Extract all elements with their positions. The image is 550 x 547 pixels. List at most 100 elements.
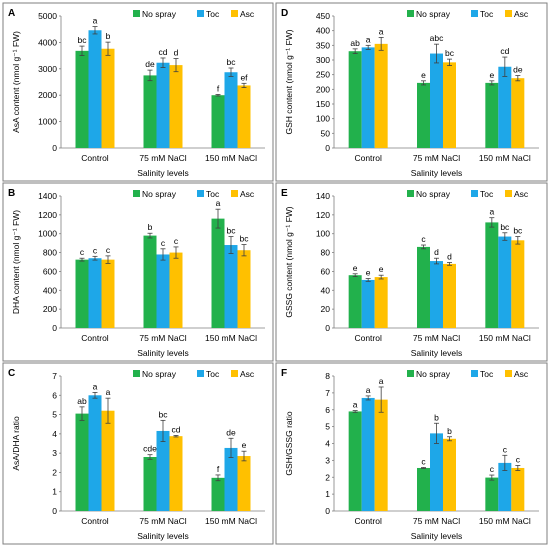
bar-toc (361, 279, 375, 328)
panel-letter: D (281, 8, 288, 19)
y-tick-label: 3 (52, 448, 57, 458)
y-tick-label: 800 (43, 248, 57, 258)
category-label: 150 mM NaCl (479, 333, 531, 343)
significance-label: cd (500, 46, 509, 56)
significance-label: c (174, 236, 179, 246)
significance-label: b (106, 31, 111, 41)
chart-panel-c: C 0 1 2 3 4 5 6 7 AsA/DHA ratio Salinity levels Con… (2, 362, 274, 545)
significance-label: ab (77, 396, 87, 406)
y-tick-label: 0 (52, 506, 57, 516)
y-tick-label: 0 (52, 143, 57, 153)
legend-swatch (231, 370, 238, 377)
bar-no-spray (143, 75, 157, 148)
y-tick-label: 400 (316, 26, 330, 36)
y-tick-label: 4000 (38, 37, 57, 47)
category-label: Control (354, 333, 382, 343)
bar-asc (101, 48, 115, 148)
bar-asc (443, 62, 456, 149)
bar-toc (361, 397, 375, 511)
bar-no-spray (211, 95, 225, 148)
panel-border (2, 182, 274, 362)
legend-swatch (471, 10, 478, 17)
significance-label: de (145, 59, 155, 69)
significance-label: cde (143, 444, 157, 454)
y-tick-label: 200 (316, 84, 330, 94)
bar-asc (169, 65, 183, 148)
legend: No spray Toc Asc (133, 189, 255, 199)
significance-label: bc (240, 234, 250, 244)
bar-no-spray (211, 477, 225, 511)
significance-label: f (217, 83, 220, 93)
significance-label: ef (240, 72, 248, 82)
y-tick-label: 6 (52, 390, 57, 400)
y-tick-label: 5 (52, 410, 57, 420)
bar-toc (224, 447, 238, 511)
bar-toc (430, 433, 443, 511)
bar-no-spray (348, 275, 362, 328)
y-tick-label: 3 (325, 455, 330, 465)
significance-label: bc (227, 57, 237, 67)
bar-no-spray (75, 413, 89, 511)
chart-panel-d: D 0 50 100 150 200 250 300 350 400 450 GSH content … (275, 2, 548, 182)
legend-label: Toc (206, 189, 220, 199)
x-axis-title: Salinity levels (137, 168, 189, 178)
significance-label: c (80, 247, 85, 257)
significance-label: a (489, 207, 494, 217)
significance-label: a (379, 26, 384, 36)
y-tick-label: 1000 (38, 229, 57, 239)
legend-swatch (505, 10, 512, 17)
bar-no-spray (417, 246, 430, 328)
legend-swatch (133, 10, 140, 17)
y-axis-title: DHA content (nmol g⁻¹ FW) (11, 210, 21, 314)
bar-toc (224, 72, 238, 148)
x-axis-title: Salinity levels (137, 531, 189, 541)
bar-asc (237, 456, 251, 511)
legend-label: Asc (240, 189, 255, 199)
y-tick-label: 1400 (38, 191, 57, 201)
significance-label: a (353, 400, 358, 410)
category-label: 150 mM NaCl (205, 333, 257, 343)
y-tick-label: 2 (52, 467, 57, 477)
y-tick-label: 1200 (38, 210, 57, 220)
chart-panel-b: B 0 200 400 600 800 1000 1200 1400 DHA content (n… (2, 182, 274, 362)
x-axis-title: Salinity levels (411, 168, 463, 178)
category-label: 75 mM NaCl (413, 333, 460, 343)
y-tick-label: 5 (325, 422, 330, 432)
bar-no-spray (143, 457, 157, 511)
bar-no-spray (417, 467, 430, 511)
y-tick-label: 0 (325, 143, 330, 153)
significance-label: a (93, 381, 98, 391)
y-tick-label: 7 (52, 371, 57, 381)
significance-label: c (106, 245, 111, 255)
bar-no-spray (485, 477, 499, 511)
bar-toc (430, 261, 443, 328)
legend-swatch (407, 10, 414, 17)
y-tick-label: 120 (316, 210, 330, 220)
significance-label: de (226, 427, 236, 437)
bar-asc (511, 240, 525, 328)
category-label: Control (81, 516, 109, 526)
bar-toc (156, 62, 170, 149)
x-axis-title: Salinity levels (411, 531, 463, 541)
significance-label: bc (227, 226, 237, 236)
panel-letter: B (8, 188, 15, 199)
bar-asc (237, 85, 251, 148)
y-axis-title: GSH content (nmol g⁻¹ FW) (284, 29, 294, 134)
bar-no-spray (485, 82, 499, 148)
category-label: 75 mM NaCl (139, 516, 186, 526)
legend-label: No spray (416, 189, 451, 199)
legend-label: No spray (142, 189, 177, 199)
legend-swatch (197, 190, 204, 197)
legend-label: No spray (416, 9, 451, 19)
bar-no-spray (143, 235, 157, 328)
bar-toc (88, 395, 102, 511)
legend-swatch (471, 370, 478, 377)
bar-asc (237, 250, 251, 328)
legend-swatch (505, 190, 512, 197)
legend-swatch (231, 10, 238, 17)
significance-label: e (421, 70, 426, 80)
y-tick-label: 150 (316, 99, 330, 109)
bar-no-spray (485, 222, 499, 328)
bar-toc (498, 66, 512, 148)
